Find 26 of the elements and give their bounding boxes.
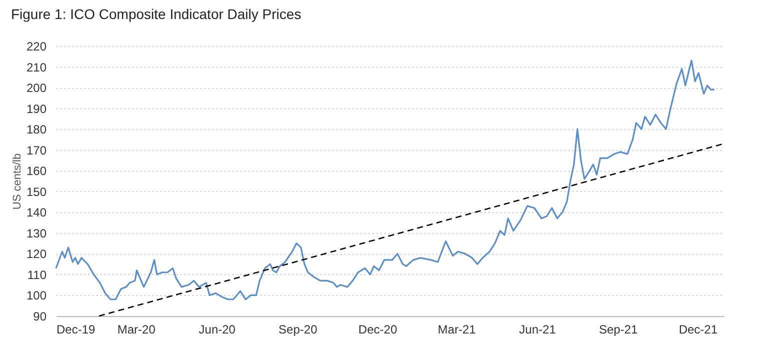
y-tick-label: 90: [33, 310, 47, 324]
y-tick-label: 180: [26, 122, 47, 137]
x-tick-label: Dec-19: [56, 322, 96, 336]
x-tick-label: Sep-20: [278, 322, 318, 336]
x-tick-label: Mar-20: [117, 322, 156, 336]
x-tick-label: Jun-20: [198, 322, 236, 336]
y-tick-label: 210: [26, 60, 47, 74]
y-tick-label: 130: [26, 226, 47, 240]
y-tick-label: 110: [27, 268, 47, 282]
x-tick-label: Mar-21: [438, 322, 476, 336]
y-tick-label: 160: [26, 164, 47, 178]
y-tick-label: 220: [26, 40, 47, 54]
y-tick-label: 120: [26, 247, 47, 262]
x-tick-label: Dec-21: [678, 322, 718, 336]
line-series: [55, 60, 716, 300]
x-tick-label: Jun-21: [519, 322, 556, 336]
x-tick-label: Dec-20: [358, 322, 398, 336]
y-tick-label: 200: [26, 81, 47, 96]
x-tick-label: Sep-21: [598, 322, 638, 336]
y-tick-label: 170: [26, 143, 47, 158]
y-tick-label: 150: [26, 184, 47, 199]
y-axis-title: US cents/lb: [11, 153, 24, 210]
y-tick-label: 100: [26, 288, 47, 303]
y-tick-label: 140: [26, 206, 47, 220]
y-tick-label: 190: [26, 102, 47, 116]
chart-title: Figure 1: ICO Composite Indicator Daily Prices: [10, 6, 302, 22]
